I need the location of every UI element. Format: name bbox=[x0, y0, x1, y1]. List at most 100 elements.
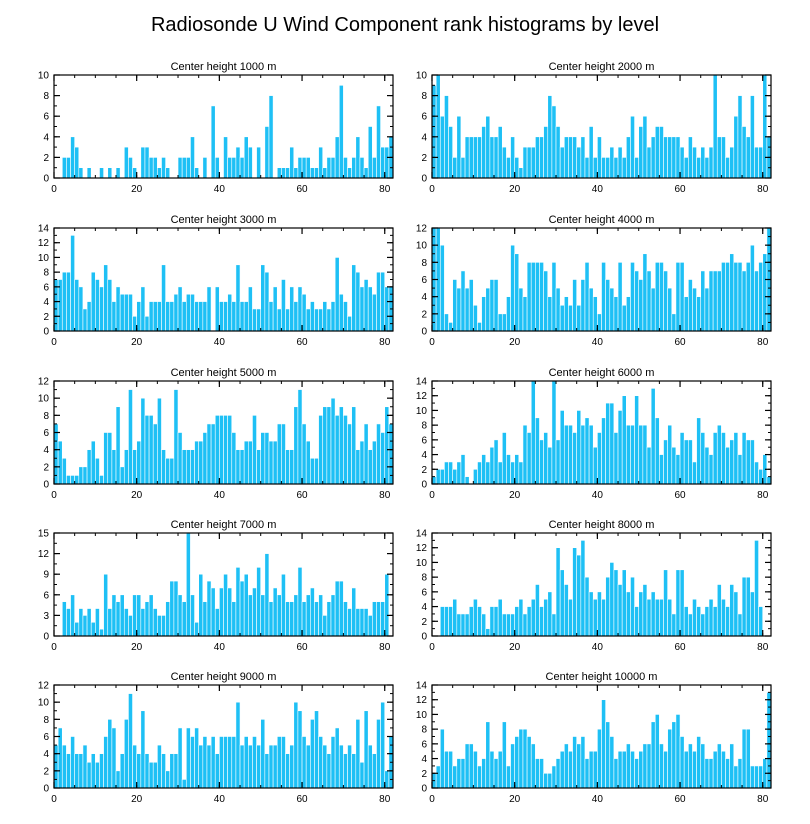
bar bbox=[144, 601, 150, 637]
bar bbox=[638, 279, 644, 332]
bar bbox=[310, 167, 315, 179]
y-tick-label: 10 bbox=[38, 71, 50, 82]
bar bbox=[642, 584, 648, 637]
bar bbox=[712, 74, 718, 179]
bar bbox=[754, 146, 759, 179]
bar bbox=[123, 146, 129, 179]
bar bbox=[729, 439, 735, 485]
bar bbox=[737, 758, 743, 789]
x-tick-label: 60 bbox=[674, 337, 686, 348]
bar bbox=[372, 601, 377, 637]
bar bbox=[268, 744, 274, 789]
bar bbox=[107, 719, 113, 789]
bar bbox=[683, 750, 689, 789]
bar bbox=[363, 423, 369, 485]
x-tick-label: 80 bbox=[757, 337, 769, 348]
bar bbox=[322, 615, 328, 637]
bar bbox=[107, 432, 113, 485]
bar bbox=[281, 279, 286, 332]
bar bbox=[688, 613, 693, 637]
bar bbox=[165, 601, 171, 637]
bar bbox=[177, 594, 183, 637]
bar bbox=[301, 293, 307, 332]
bar bbox=[194, 621, 199, 637]
bar bbox=[559, 304, 565, 332]
bar bbox=[543, 598, 549, 637]
bar bbox=[737, 454, 743, 485]
bar bbox=[281, 573, 286, 637]
bar bbox=[343, 601, 348, 637]
bar bbox=[733, 115, 739, 179]
y-tick-label: 2 bbox=[43, 462, 49, 473]
bar bbox=[555, 758, 561, 789]
bar bbox=[206, 423, 212, 485]
bar bbox=[535, 417, 540, 485]
bar bbox=[206, 580, 212, 637]
bar bbox=[621, 750, 627, 789]
bar bbox=[99, 753, 104, 789]
bar bbox=[543, 772, 549, 789]
bar bbox=[568, 136, 573, 179]
x-tick-label: 60 bbox=[296, 642, 308, 653]
panel-title: Center height 8000 m bbox=[549, 519, 655, 531]
bar bbox=[547, 591, 553, 637]
bar bbox=[688, 136, 693, 179]
bar bbox=[239, 580, 245, 637]
x-tick-label: 20 bbox=[509, 184, 521, 195]
bar bbox=[733, 765, 739, 789]
y-tick-label: 10 bbox=[38, 394, 50, 405]
x-tick-label: 40 bbox=[592, 490, 604, 501]
bar bbox=[497, 313, 503, 332]
x-tick-label: 40 bbox=[592, 337, 604, 348]
bar bbox=[692, 750, 697, 789]
y-tick-label: 12 bbox=[38, 681, 50, 692]
bar bbox=[235, 264, 241, 332]
bar bbox=[227, 293, 233, 332]
y-tick-label: 15 bbox=[38, 529, 50, 540]
bar bbox=[754, 270, 759, 332]
x-tick-label: 0 bbox=[429, 794, 435, 805]
y-tick-label: 0 bbox=[421, 632, 427, 643]
bar bbox=[177, 432, 183, 485]
bar bbox=[468, 136, 474, 179]
bar bbox=[625, 136, 631, 179]
bar bbox=[111, 449, 117, 485]
panel-6: Center height 6000 m 0 20 40 60 80 0 2 4 6 8 10 12 14 bbox=[416, 367, 772, 501]
bar bbox=[136, 594, 142, 637]
bar bbox=[543, 432, 549, 485]
bar bbox=[132, 594, 137, 637]
bar bbox=[477, 606, 482, 637]
bar bbox=[268, 301, 274, 332]
bar bbox=[493, 136, 499, 179]
x-tick-label: 20 bbox=[509, 490, 521, 501]
bar bbox=[745, 728, 751, 789]
bar bbox=[551, 105, 557, 179]
bar bbox=[493, 279, 499, 332]
bar bbox=[256, 567, 262, 637]
bar bbox=[169, 580, 175, 637]
bar bbox=[372, 753, 377, 789]
bar bbox=[372, 293, 377, 332]
bar bbox=[725, 157, 730, 179]
bar bbox=[99, 286, 104, 332]
bar bbox=[268, 601, 274, 637]
bar bbox=[289, 601, 295, 637]
bar bbox=[518, 461, 524, 485]
bar bbox=[152, 608, 158, 637]
bar bbox=[758, 262, 764, 332]
panel-title: Center height 7000 m bbox=[171, 519, 277, 531]
y-tick-label: 10 bbox=[416, 71, 428, 82]
bar bbox=[696, 157, 702, 179]
bar bbox=[617, 262, 623, 332]
bar bbox=[609, 562, 615, 637]
bar bbox=[526, 146, 532, 179]
bar bbox=[696, 736, 702, 789]
bar bbox=[227, 157, 233, 179]
bar bbox=[729, 584, 735, 637]
x-tick-label: 80 bbox=[757, 490, 769, 501]
bar bbox=[460, 454, 466, 485]
y-tick-label: 2 bbox=[421, 617, 427, 628]
bar bbox=[338, 580, 344, 637]
bar bbox=[86, 608, 92, 637]
bar bbox=[223, 736, 228, 789]
